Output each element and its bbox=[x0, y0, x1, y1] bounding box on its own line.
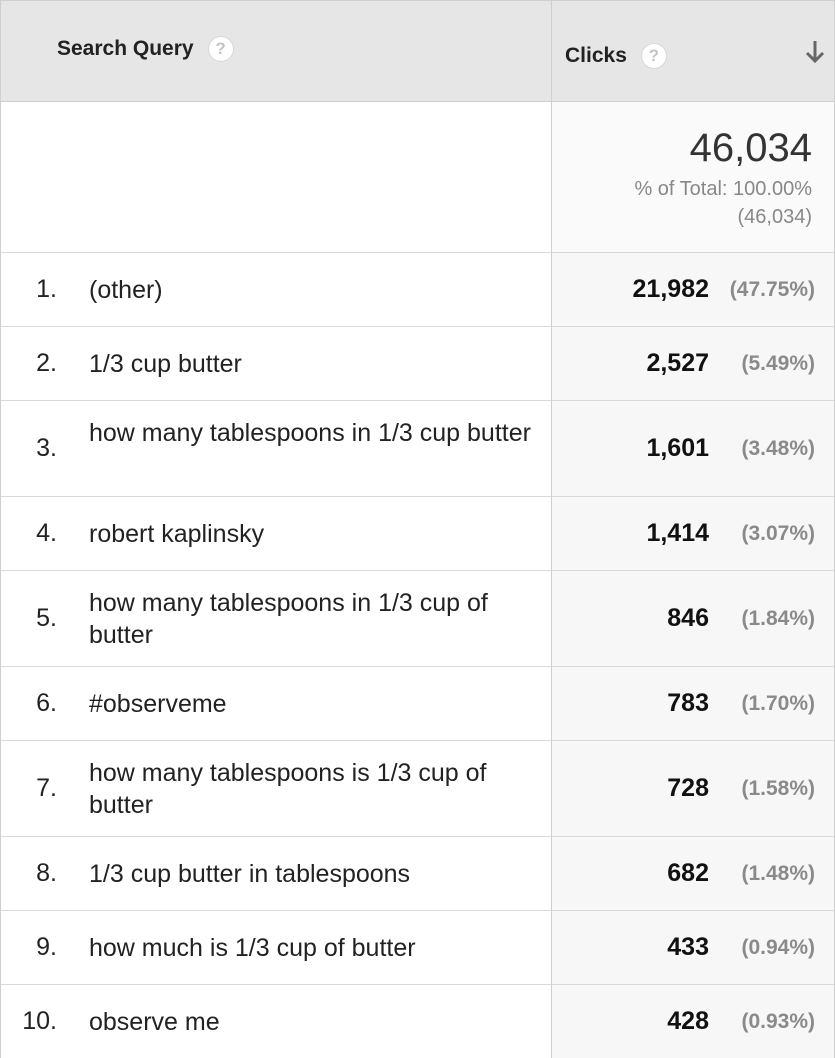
table-row[interactable]: 10. observe me 428 (0.93%) bbox=[1, 985, 834, 1058]
search-query-link[interactable]: observe me bbox=[89, 1007, 220, 1036]
clicks-cell bbox=[552, 401, 834, 496]
help-icon[interactable]: ? bbox=[207, 36, 234, 62]
table-row[interactable]: 7. how many tablespoons is 1/3 cup of but… bbox=[1, 741, 834, 837]
clicks-cell bbox=[552, 667, 834, 740]
clicks-percent: (3.07%) bbox=[741, 522, 815, 545]
total-clicks-value: 46,034 bbox=[689, 126, 812, 170]
clicks-column-header[interactable]: Clicks ? bbox=[565, 6, 667, 106]
clicks-cell bbox=[552, 571, 834, 666]
clicks-cell bbox=[552, 985, 834, 1058]
search-query-link[interactable]: how many tablespoons in 1/3 cup butter bbox=[89, 419, 531, 447]
clicks-cell bbox=[552, 837, 834, 910]
search-query-link[interactable]: robert kaplinsky bbox=[89, 520, 265, 548]
clicks-percent: (0.94%) bbox=[741, 936, 815, 959]
table-row[interactable]: 2. 1/3 cup butter 2,527 (5.49%) bbox=[1, 327, 834, 401]
search-query-link[interactable]: (other) bbox=[89, 276, 163, 304]
clicks-value: 21,982 bbox=[632, 275, 709, 303]
clicks-value: 846 bbox=[667, 604, 709, 632]
clicks-cell bbox=[552, 497, 834, 570]
clicks-percent: (47.75%) bbox=[729, 278, 815, 301]
row-index: 9. bbox=[36, 933, 57, 961]
clicks-value: 2,527 bbox=[646, 349, 709, 377]
clicks-percent: (3.48%) bbox=[741, 437, 815, 460]
table-header: Search Query ? Clicks ? bbox=[1, 0, 834, 102]
clicks-cell bbox=[552, 741, 834, 836]
totals-row: 46,034 % of Total: 100.00% (46,034) bbox=[1, 102, 834, 253]
row-index: 1. bbox=[36, 275, 57, 303]
row-index: 4. bbox=[36, 519, 57, 547]
totals-cell: 46,034 % of Total: 100.00% (46,034) bbox=[552, 102, 834, 252]
help-icon[interactable]: ? bbox=[640, 43, 667, 69]
clicks-value: 682 bbox=[667, 859, 709, 887]
search-query-link[interactable]: how many tablespoons in 1/3 cup of butte… bbox=[89, 589, 488, 649]
row-index: 5. bbox=[36, 604, 57, 632]
row-index: 10. bbox=[22, 1006, 57, 1035]
total-percent-label: % of Total: 100.00% bbox=[634, 178, 812, 200]
clicks-cell bbox=[552, 253, 834, 326]
clicks-value: 1,414 bbox=[646, 519, 709, 547]
clicks-value: 1,601 bbox=[646, 434, 709, 462]
row-index: 2. bbox=[36, 349, 57, 377]
clicks-value: 428 bbox=[667, 1006, 709, 1035]
clicks-percent: (0.93%) bbox=[741, 1009, 815, 1033]
clicks-value: 433 bbox=[667, 933, 709, 961]
clicks-header-label: Clicks bbox=[565, 44, 627, 67]
clicks-percent: (5.49%) bbox=[741, 352, 815, 375]
clicks-value: 728 bbox=[667, 774, 709, 802]
table-row[interactable]: 3. how many tablespoons in 1/3 cup butter… bbox=[1, 401, 834, 497]
arrow-down-icon[interactable] bbox=[804, 39, 826, 65]
table-row[interactable]: 8. 1/3 cup butter in tablespoons 682 (1.48%… bbox=[1, 837, 834, 911]
clicks-percent: (1.70%) bbox=[741, 692, 815, 715]
search-query-column-header[interactable]: Search Query ? bbox=[57, 0, 234, 99]
search-query-link[interactable]: 1/3 cup butter in tablespoons bbox=[89, 860, 411, 888]
clicks-cell bbox=[552, 327, 834, 400]
search-query-link[interactable]: 1/3 cup butter bbox=[89, 350, 242, 378]
row-index: 6. bbox=[36, 689, 57, 717]
table-row[interactable]: 9. how much is 1/3 cup of butter 433 (0.94%… bbox=[1, 911, 834, 985]
column-divider bbox=[551, 0, 552, 1058]
clicks-value: 783 bbox=[667, 689, 709, 717]
row-index: 7. bbox=[36, 774, 57, 802]
table-row[interactable]: 6. #observeme 783 (1.70%) bbox=[1, 667, 834, 741]
row-index: 3. bbox=[36, 434, 57, 462]
row-index: 8. bbox=[36, 859, 57, 887]
search-query-link[interactable]: how many tablespoons is 1/3 cup of butte… bbox=[89, 759, 487, 819]
search-query-link[interactable]: how much is 1/3 cup of butter bbox=[89, 934, 416, 962]
search-query-link[interactable]: #observeme bbox=[89, 690, 227, 718]
clicks-percent: (1.48%) bbox=[741, 862, 815, 885]
table-row[interactable]: 5. how many tablespoons in 1/3 cup of but… bbox=[1, 571, 834, 667]
clicks-percent: (1.84%) bbox=[741, 607, 815, 630]
table-row[interactable]: 1. (other) 21,982 (47.75%) bbox=[1, 253, 834, 327]
table-row[interactable]: 4. robert kaplinsky 1,414 (3.07%) bbox=[1, 497, 834, 571]
total-absolute-label: (46,034) bbox=[737, 206, 813, 228]
clicks-percent: (1.58%) bbox=[741, 777, 815, 800]
search-query-header-label: Search Query bbox=[57, 37, 194, 60]
clicks-cell bbox=[552, 911, 834, 984]
